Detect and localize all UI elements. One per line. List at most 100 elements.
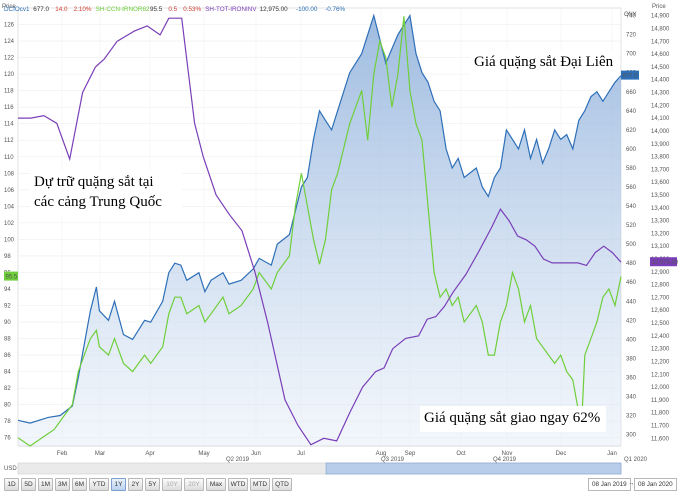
x-tick-label: Jul <box>297 451 305 457</box>
y-right-cny-tick: 620 <box>626 128 637 134</box>
y-left-tick: 88 <box>4 337 11 343</box>
y-left-tick: 124 <box>4 39 15 45</box>
range-button-20y[interactable]: 20Y <box>184 478 204 491</box>
series-line-SH-TOT-IRONINV <box>18 17 622 446</box>
y-right-inv-tick: 13,200 <box>651 231 670 237</box>
y-left-tick: 100 <box>4 237 15 243</box>
y-right-cny-tick: 540 <box>626 204 637 210</box>
y-right-inv-tick: 14,400 <box>651 78 670 84</box>
y-left-tick: 84 <box>4 370 11 376</box>
range-button-wtd[interactable]: WTD <box>228 478 248 491</box>
y-right-cny-tick: 340 <box>626 394 637 400</box>
badge-usd-bg <box>4 271 18 281</box>
series-line-SH-CCN-IRNOR62 <box>17 16 622 447</box>
y-left-tick: 116 <box>4 105 14 111</box>
date-to[interactable]: 08 Jan 2020 <box>634 478 677 491</box>
y-right-cny-tick: 580 <box>626 166 637 172</box>
range-button-1d[interactable]: 1D <box>4 478 19 491</box>
y-left-tick: 126 <box>4 23 15 29</box>
right-axis-unit: CNY <box>624 12 637 18</box>
left-axis-unit: USD <box>4 466 17 472</box>
y-right-cny-tick: 400 <box>626 337 637 343</box>
y-right-inv-tick: 14,800 <box>651 26 670 32</box>
range-button-2y[interactable]: 2Y <box>128 478 143 491</box>
y-right-cny-tick: 660 <box>626 90 637 96</box>
range-button-ytd[interactable]: YTD <box>89 478 109 491</box>
legend-item: 95.5 <box>150 6 163 13</box>
y-right-cny-tick: 640 <box>626 109 637 115</box>
y-left-tick: 110 <box>4 155 14 161</box>
y-right-inv-tick: 12,300 <box>651 347 670 353</box>
series-area-DCIOcv1 <box>18 15 621 446</box>
badge-cny-bg <box>621 70 639 80</box>
range-button-1m[interactable]: 1M <box>38 478 53 491</box>
x-tick-label: Mar <box>95 451 105 457</box>
x-tick-label: Q3 2019 <box>381 457 405 463</box>
range-button-10y[interactable]: 10Y <box>162 478 182 491</box>
y-right-inv-tick: 11,700 <box>651 424 670 430</box>
range-button-qtd[interactable]: QTD <box>272 478 292 491</box>
x-tick-label: Aug <box>376 451 387 457</box>
y-left-tick: 106 <box>4 188 15 194</box>
y-right-inv-tick: 14,600 <box>651 52 670 58</box>
y-right-cny-tick: 380 <box>626 356 637 362</box>
y-right-cny-tick: 700 <box>626 52 637 58</box>
x-tick-label: Q4 2019 <box>493 457 517 463</box>
range-button-5y[interactable]: 5Y <box>145 478 160 491</box>
y-right-inv-tick: 14,300 <box>651 91 670 97</box>
y-right-inv-tick: 13,500 <box>651 193 670 199</box>
y-right-inv-tick: 12,700 <box>651 295 670 301</box>
y-right-cny-tick: 320 <box>626 414 637 420</box>
range-button-1y[interactable]: 1Y <box>111 478 126 491</box>
legend-item: 14.0 <box>55 6 68 13</box>
y-left-tick: 80 <box>4 403 11 409</box>
x-tick-label: May <box>198 451 209 457</box>
annotation-port-stocks: các cảng Trung Quốc <box>34 194 162 210</box>
x-tick-label: Jan <box>607 451 617 457</box>
y-right-cny-tick: 720 <box>626 33 637 39</box>
y-left-tick: 118 <box>4 89 14 95</box>
y-right-inv-tick: 13,700 <box>651 167 670 173</box>
y-right-inv-tick: 13,800 <box>651 155 670 161</box>
y-right-inv-tick: 11,600 <box>651 436 670 442</box>
x-tick-label: Apr <box>145 451 154 457</box>
y-left-tick: 108 <box>4 171 15 177</box>
y-left-tick: 94 <box>4 287 11 293</box>
date-from[interactable]: 08 Jan 2019 <box>588 478 631 491</box>
y-right-inv-tick: 14,500 <box>651 65 670 71</box>
y-left-tick: 120 <box>4 72 15 78</box>
legend-item: 0.53% <box>183 6 201 13</box>
x-tick-label: Nov <box>502 451 513 457</box>
y-right-inv-tick: 14,200 <box>651 103 670 109</box>
y-right-inv-tick: 12,900 <box>651 270 670 276</box>
x-tick-label: Sep <box>405 451 416 457</box>
legend-item: 677.0 <box>33 6 49 13</box>
y-right-cny-tick: 360 <box>626 375 637 381</box>
y-right-inv-tick: 12,000 <box>651 385 670 391</box>
y-right-inv-tick: 13,100 <box>651 244 670 250</box>
y-left-tick: 76 <box>4 436 11 442</box>
y-left-tick: 104 <box>4 204 15 210</box>
y-right-inv-tick: 13,300 <box>651 219 670 225</box>
y-right-cny-tick: 500 <box>626 242 637 248</box>
annotation-dalian: Giá quặng sắt Đại Liên <box>474 54 614 70</box>
left-axis-title: Price <box>2 4 16 10</box>
annotation-dalian-box <box>470 50 618 76</box>
annotation-spot-box <box>420 406 606 432</box>
legend-item: 2.10% <box>74 6 92 13</box>
legend-item: -100.00 <box>296 6 318 13</box>
navigator-window <box>325 462 622 475</box>
range-button-max[interactable]: Max <box>206 478 226 491</box>
y-right-inv-tick: 12,100 <box>651 372 670 378</box>
legend-item: SH-CCN-IRNOR62 <box>96 6 150 13</box>
range-button-6m[interactable]: 6M <box>72 478 87 491</box>
y-left-tick: 92 <box>4 304 11 310</box>
x-tick-label: Q1 2020 <box>624 457 648 463</box>
range-button-3m[interactable]: 3M <box>55 478 70 491</box>
range-button-5d[interactable]: 5D <box>21 478 36 491</box>
range-button-mtd[interactable]: MTD <box>250 478 270 491</box>
y-right-inv-tick: 12,600 <box>651 308 670 314</box>
x-tick-label: Jun <box>251 451 261 457</box>
